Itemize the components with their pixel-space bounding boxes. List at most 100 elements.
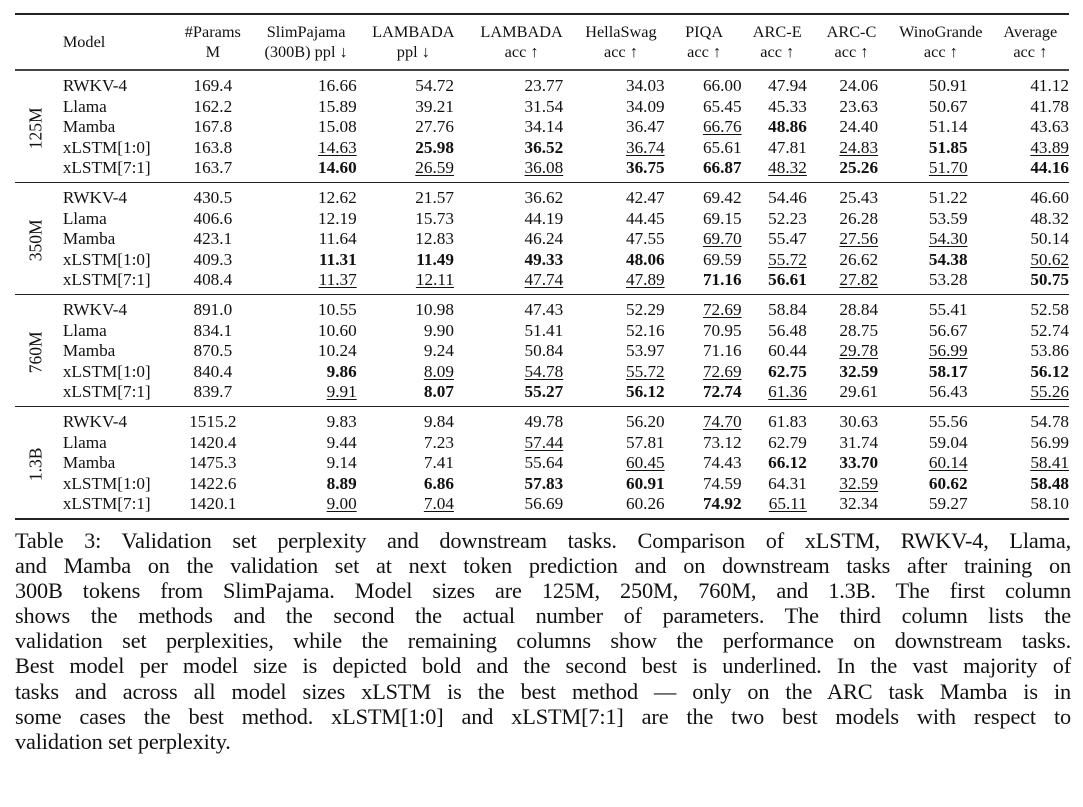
metric-cell: 62.79	[742, 433, 813, 454]
column-header-line1: WinoGrande	[899, 22, 983, 41]
column-header: Model	[57, 14, 172, 70]
metric-cell: 41.78	[992, 97, 1069, 118]
metric-cell: 8.07	[359, 382, 468, 406]
metric-cell: 27.56	[813, 229, 890, 250]
metric-cell: 48.86	[742, 117, 813, 138]
metric-cell: 25.98	[359, 138, 468, 159]
value: 9.14	[326, 453, 357, 473]
metric-cell: 54.30	[890, 229, 991, 250]
metric-cell: 72.69	[667, 294, 742, 320]
value: 23.63	[839, 96, 879, 116]
params-cell: 1420.4	[189, 432, 237, 452]
second-best-value: 48.32	[768, 158, 807, 178]
metric-cell: 47.89	[575, 270, 666, 294]
column-header: PIQA acc ↑	[667, 14, 742, 70]
metric-cell: 50.62	[992, 250, 1069, 271]
model-name-cell: xLSTM[1:0]	[62, 249, 151, 269]
metric-cell: 11.64	[253, 229, 358, 250]
value: 58.84	[768, 299, 807, 319]
column-header: Average acc ↑	[992, 14, 1069, 70]
metric-cell: 74.43	[667, 453, 742, 474]
table-row: Mamba 423.1 11.64 12.83 46.24 47.55 69.70 55.47…	[15, 229, 1069, 250]
caption-line: some cases the best method. xLSTM[1:0] a…	[15, 703, 1071, 729]
best-value: 51.85	[928, 137, 968, 157]
model-size-group: 1.3B RWKV-4 1515.2 9.83 9.84 49.78 56.20 74.70 6…	[15, 406, 1069, 519]
metric-cell: 74.59	[667, 474, 742, 495]
table-row: 760M RWKV-4 891.0 10.55 10.98 47.43 52.29 72.69…	[15, 294, 1069, 373]
metric-cell: 42.47	[575, 182, 666, 208]
metric-cell: 52.74	[992, 321, 1069, 342]
metric-cell: 28.75	[813, 321, 890, 342]
column-header: ARC-C acc ↑	[813, 14, 890, 70]
model-name-cell: RWKV-4	[62, 187, 128, 207]
caption-line: Best model per model size is depicted bo…	[15, 653, 1071, 679]
params-cell: 423.1	[193, 229, 233, 249]
params-cell: 891.0	[193, 299, 233, 319]
metric-cell: 12.19	[253, 209, 358, 230]
second-best-value: 8.09	[423, 361, 454, 381]
metric-cell: 69.42	[667, 182, 742, 208]
column-header: LAMBADA ppl ↓	[359, 14, 468, 70]
metric-cell: 46.60	[992, 182, 1069, 208]
column-header-line1: #Params	[184, 22, 241, 41]
metric-cell: 59.04	[890, 433, 991, 454]
model-size-group: 760M RWKV-4 891.0 10.55 10.98 47.43 52.29 72.69…	[15, 294, 1069, 407]
column-header-line2: acc ↑	[1013, 42, 1048, 61]
metric-cell: 36.52	[468, 138, 575, 159]
value: 52.29	[625, 299, 665, 319]
second-best-value: 65.11	[768, 494, 807, 514]
value: 23.77	[524, 76, 564, 95]
best-value: 71.16	[702, 270, 742, 290]
value: 52.16	[625, 320, 665, 340]
value: 34.14	[524, 117, 564, 137]
model-name-cell: Llama	[62, 208, 107, 228]
value: 56.43	[928, 382, 968, 402]
column-header: LAMBADA acc ↑	[468, 14, 575, 70]
second-best-value: 58.41	[1030, 453, 1069, 473]
metric-cell: 33.70	[813, 453, 890, 474]
value: 42.47	[625, 187, 665, 207]
metric-cell: 23.63	[813, 97, 890, 118]
best-value: 9.86	[326, 361, 357, 381]
model-name-cell: RWKV-4	[62, 411, 128, 431]
model-name-cell: Llama	[62, 320, 107, 340]
column-header-line2: acc ↑	[834, 42, 869, 61]
model-name-cell: xLSTM[1:0]	[62, 361, 151, 381]
column-header-line1: SlimPajama	[266, 22, 346, 41]
column-header-line1: Model	[62, 32, 106, 51]
value: 50.14	[1030, 229, 1069, 249]
value: 59.04	[928, 432, 968, 452]
metric-cell: 73.12	[667, 433, 742, 454]
model-name-cell: Mamba	[62, 341, 116, 361]
metric-cell: 25.26	[813, 158, 890, 182]
column-header: HellaSwag acc ↑	[575, 14, 666, 70]
value: 10.60	[318, 320, 357, 340]
value: 29.61	[839, 382, 879, 402]
value: 56.99	[1030, 432, 1069, 452]
second-best-value: 60.14	[928, 453, 968, 473]
metric-cell: 60.14	[890, 453, 991, 474]
column-header-line2: acc ↑	[603, 42, 638, 61]
value: 65.45	[702, 96, 742, 116]
value: 56.20	[625, 411, 665, 431]
value: 51.41	[524, 320, 564, 340]
params-cell: 839.7	[193, 382, 233, 402]
metric-cell: 29.78	[813, 341, 890, 362]
metric-cell: 48.32	[742, 158, 813, 182]
value: 52.74	[1030, 320, 1069, 340]
value: 53.86	[1030, 341, 1069, 361]
metric-cell: 54.38	[890, 250, 991, 271]
metric-cell: 15.89	[253, 97, 358, 118]
header-row: Model #Params M SlimPajama (300B) ppl ↓ LAMBA…	[15, 14, 1069, 70]
best-value: 36.52	[524, 137, 564, 157]
caption-text: Table 3: Validation set perplexity and d…	[15, 528, 1071, 754]
second-best-value: 54.30	[928, 229, 968, 249]
metric-cell: 23.77	[468, 70, 575, 97]
column-header-line1: ARC-E	[752, 22, 802, 41]
params-cell: 834.1	[193, 320, 233, 340]
metric-cell: 34.09	[575, 97, 666, 118]
best-value: 56.12	[625, 382, 665, 402]
metric-cell: 53.59	[890, 209, 991, 230]
metric-cell: 56.43	[890, 382, 991, 406]
metric-cell: 48.32	[992, 209, 1069, 230]
